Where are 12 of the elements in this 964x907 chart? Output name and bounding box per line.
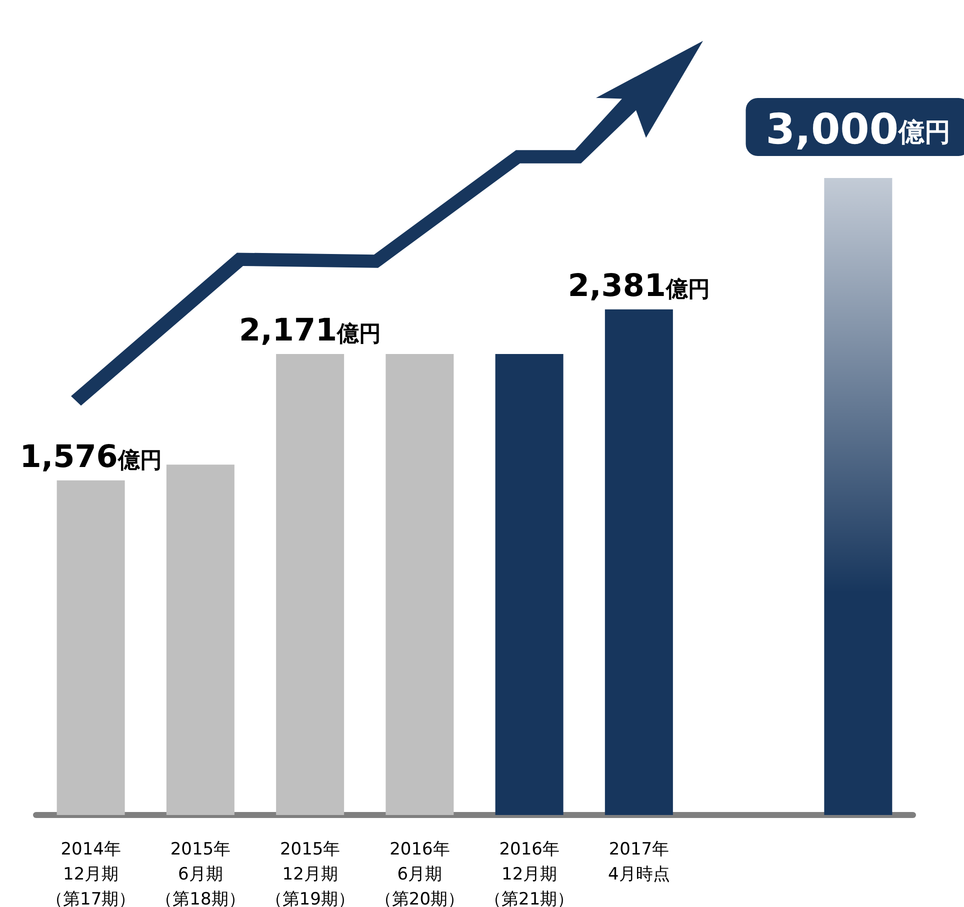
data-label: 2,171億円 <box>239 312 382 349</box>
bar <box>495 354 564 815</box>
bar <box>166 464 234 815</box>
data-label: 1,576億円 <box>20 438 162 475</box>
x-tick-label: 2017年4月時点 <box>608 840 670 884</box>
bar <box>276 354 344 815</box>
bar <box>824 178 892 815</box>
bar <box>386 354 454 815</box>
bar <box>56 480 125 815</box>
bar <box>604 309 673 815</box>
data-label: 3,000億円 <box>766 104 951 154</box>
data-label: 2,381億円 <box>568 268 710 304</box>
